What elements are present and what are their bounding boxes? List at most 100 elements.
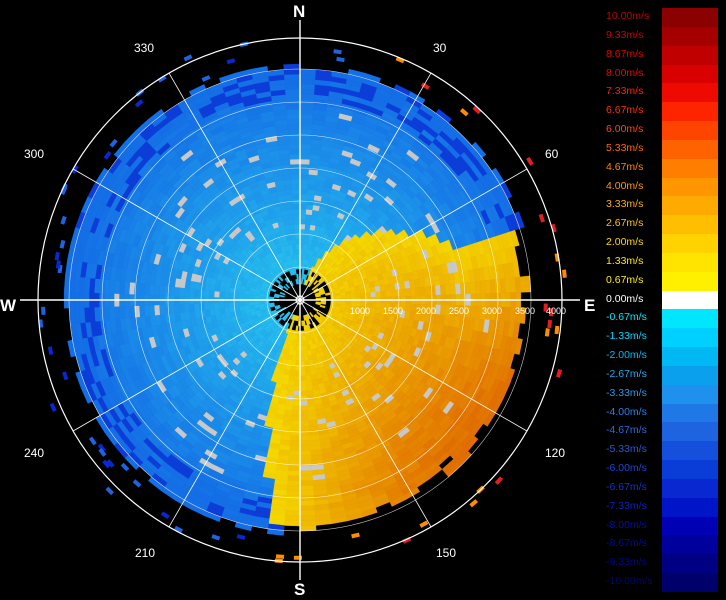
legend-row: 3.33m/s (604, 196, 722, 216)
legend-swatch (662, 328, 718, 348)
legend-label: 2.00m/s (606, 236, 644, 249)
legend-row: 4.67m/s (604, 158, 722, 179)
legend-label: -2.00m/s (606, 349, 647, 362)
legend-label: 2.67m/s (606, 217, 644, 230)
legend-swatch (662, 460, 718, 480)
bearing-300-label: 300 (24, 147, 45, 161)
legend-label: -9.33m/s (606, 556, 647, 569)
bearing-240-label: 240 (24, 446, 45, 460)
legend-swatch (662, 271, 718, 292)
legend-label: 4.67m/s (606, 160, 644, 173)
legend-swatch (662, 26, 718, 47)
legend-row: 6.00m/s (604, 121, 722, 141)
legend-swatch (662, 573, 718, 593)
legend-label: 7.33m/s (606, 85, 644, 98)
legend-row: 8.00m/s (604, 64, 722, 84)
legend-row: -4.00m/s (604, 403, 722, 423)
legend-row: -8.67m/s (604, 535, 722, 555)
legend-swatch (662, 177, 718, 197)
legend-label: 8.00m/s (606, 66, 644, 79)
legend-swatch (662, 64, 718, 84)
legend-swatch (662, 102, 718, 122)
bearing-30-label: 30 (433, 41, 447, 55)
legend-swatch (662, 535, 718, 555)
legend-row: 0.67m/s (604, 271, 722, 292)
legend-row: 9.33m/s (604, 26, 722, 47)
bearing-210-label: 210 (135, 546, 156, 560)
legend-swatch (662, 365, 718, 386)
legend-row: 6.67m/s (604, 102, 722, 122)
legend-label: -4.00m/s (606, 405, 647, 418)
north-label: N (293, 2, 306, 21)
legend-label: 8.67m/s (606, 47, 644, 60)
legend-swatch (662, 121, 718, 141)
bearing-150-label: 150 (436, 546, 457, 560)
legend-row: -10.00m/s (604, 573, 722, 593)
legend-row: -3.33m/s (604, 384, 722, 405)
west-label: W (0, 296, 17, 315)
range-label: 1500 (383, 306, 403, 316)
legend-swatch (662, 422, 718, 442)
legend-label: -0.67m/s (606, 311, 647, 324)
legend-label: -5.33m/s (606, 443, 647, 456)
legend-label: -8.67m/s (606, 537, 647, 550)
range-label: 2000 (416, 306, 436, 316)
legend-swatch (662, 83, 718, 103)
legend-row: -6.67m/s (604, 478, 722, 499)
legend-row: 10.00m/s (604, 8, 722, 28)
legend-row: -7.33m/s (604, 497, 722, 518)
legend-row: -1.33m/s (604, 328, 722, 348)
bearing-330-label: 330 (134, 41, 155, 55)
legend-label: -6.67m/s (606, 480, 647, 493)
south-label: S (294, 580, 306, 599)
bearing-120-label: 120 (545, 446, 566, 460)
legend-swatch (662, 196, 718, 216)
radar-center-marker (295, 295, 305, 305)
legend-row: 0.00m/s (604, 290, 722, 310)
legend-swatch (662, 8, 718, 28)
legend-swatch (662, 403, 718, 423)
legend-label: -7.33m/s (606, 499, 647, 512)
legend-label: -3.33m/s (606, 386, 647, 399)
outer-returns (38, 41, 567, 564)
legend-label: -10.00m/s (606, 575, 653, 588)
legend-row: -5.33m/s (604, 441, 722, 461)
legend-swatch (662, 384, 718, 405)
radial-velocity-display: 1000 1500 2000 2500 3000 3500 4000 (20, 20, 580, 580)
legend-label: -8.00m/s (606, 518, 647, 531)
velocity-color-legend: 10.00m/s 9.33m/s 8.67m/s 8.00m/s 7.33m/s 6.67… (604, 8, 722, 593)
legend-swatch (662, 234, 718, 254)
legend-swatch (662, 309, 718, 329)
east-label: E (584, 296, 596, 315)
legend-swatch (662, 497, 718, 518)
legend-swatch (662, 252, 718, 273)
legend-label: 0.67m/s (606, 273, 644, 286)
legend-label: -4.67m/s (606, 424, 647, 437)
legend-row: 2.00m/s (604, 234, 722, 254)
legend-swatch (662, 290, 718, 310)
legend-row: -2.00m/s (604, 347, 722, 367)
legend-row: -6.00m/s (604, 460, 722, 480)
legend-swatch (662, 478, 718, 499)
legend-label: 5.33m/s (606, 141, 644, 154)
legend-row: 2.67m/s (604, 215, 722, 235)
legend-label: 10.00m/s (606, 10, 650, 22)
legend-row: 7.33m/s (604, 83, 722, 103)
legend-label: 1.33m/s (606, 254, 644, 267)
legend-swatch (662, 45, 718, 65)
range-label: 2500 (449, 306, 469, 316)
range-label: 1000 (350, 306, 370, 316)
legend-label: -1.33m/s (606, 330, 647, 343)
legend-row: 8.67m/s (604, 45, 722, 65)
legend-swatch (662, 215, 718, 235)
legend-swatch (662, 139, 718, 160)
legend-label: -2.67m/s (606, 367, 647, 380)
range-grid (20, 20, 580, 580)
legend-row: -8.00m/s (604, 516, 722, 536)
legend-swatch (662, 441, 718, 461)
range-label: 3500 (515, 306, 535, 316)
range-label: 3000 (482, 306, 502, 316)
legend-label: 0.00m/s (606, 292, 644, 305)
legend-label: -6.00m/s (606, 462, 647, 475)
legend-label: 9.33m/s (606, 28, 644, 41)
